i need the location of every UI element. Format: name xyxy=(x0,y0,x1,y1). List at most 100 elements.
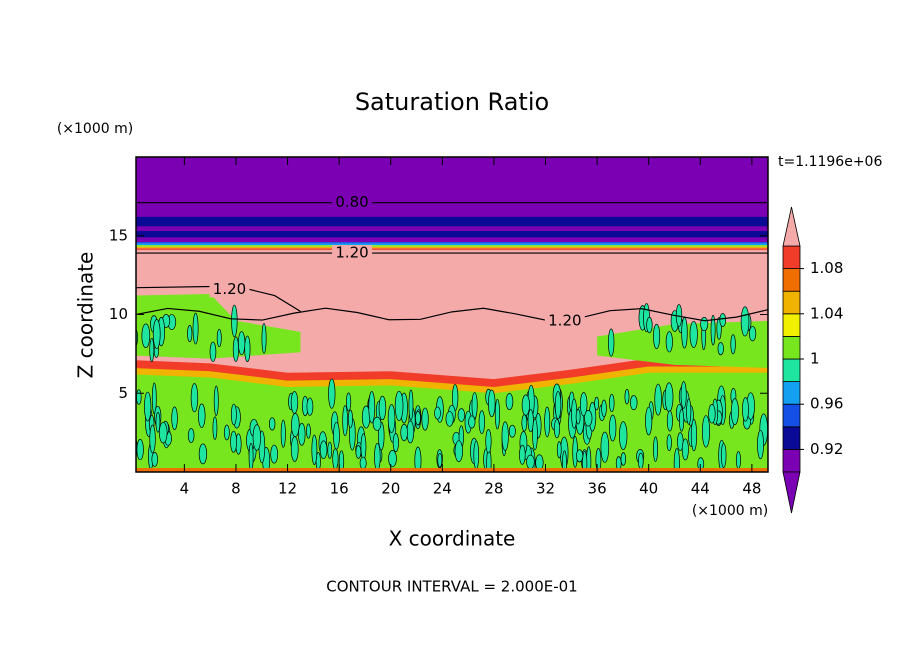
streak xyxy=(319,440,328,460)
streak xyxy=(701,415,711,448)
streak xyxy=(252,424,262,451)
contour-label: 1.20 xyxy=(548,311,581,329)
x-tick-label: 32 xyxy=(536,480,555,498)
streak xyxy=(155,412,161,433)
x-tick-label: 12 xyxy=(278,480,297,498)
contour-label: 0.80 xyxy=(335,193,368,211)
streak xyxy=(372,416,382,431)
streak xyxy=(594,396,599,411)
field-band xyxy=(136,231,768,238)
footer: CONTOUR INTERVAL = 2.000E-01 xyxy=(326,578,577,596)
colorbar-box xyxy=(782,335,801,360)
streak xyxy=(719,313,727,327)
streak xyxy=(485,429,492,454)
streak xyxy=(216,328,222,348)
streak xyxy=(710,314,716,346)
streak xyxy=(230,430,237,453)
streak xyxy=(388,450,397,468)
streak xyxy=(653,436,659,462)
streak xyxy=(415,410,421,426)
x-axis-label: X coordinate xyxy=(389,527,516,551)
streak xyxy=(664,382,674,413)
colorbar-box xyxy=(782,358,801,383)
field-band xyxy=(136,248,768,250)
streak xyxy=(720,443,727,468)
streak xyxy=(360,433,367,461)
streak xyxy=(280,419,286,448)
streak xyxy=(232,336,239,362)
streak xyxy=(261,323,267,354)
streak xyxy=(387,404,396,434)
streak xyxy=(666,434,672,452)
streak xyxy=(130,430,135,457)
colorbar-box xyxy=(782,290,801,315)
streak xyxy=(686,398,692,425)
streak xyxy=(681,438,689,461)
streak xyxy=(690,419,698,452)
streak xyxy=(238,331,246,356)
streak xyxy=(345,392,352,412)
field-band xyxy=(136,468,768,472)
streak xyxy=(328,378,336,409)
streak xyxy=(757,429,764,460)
streak xyxy=(730,334,736,355)
colorbar-box xyxy=(782,313,801,337)
streak xyxy=(342,405,348,437)
streak xyxy=(332,448,339,470)
contour-label: 1.20 xyxy=(335,244,368,262)
streak xyxy=(584,410,593,427)
x-tick-label: 20 xyxy=(381,480,400,498)
contour-label-bg xyxy=(332,194,373,211)
streak xyxy=(268,417,276,431)
x-unit: (×1000 m) xyxy=(692,503,768,519)
streak xyxy=(149,337,155,363)
streak xyxy=(544,406,551,438)
streak xyxy=(378,395,387,421)
field-band xyxy=(136,242,768,244)
streak xyxy=(392,433,399,453)
streak xyxy=(508,424,516,438)
streak xyxy=(673,447,680,472)
colorbar-box xyxy=(782,245,801,270)
streak xyxy=(717,342,724,356)
streak xyxy=(665,331,673,353)
streak xyxy=(171,406,178,431)
streak xyxy=(609,393,615,413)
streak xyxy=(359,456,367,470)
field-band xyxy=(136,157,768,243)
streak xyxy=(291,412,300,438)
streak xyxy=(394,390,404,422)
streak xyxy=(136,438,144,461)
streak xyxy=(609,414,617,442)
streak xyxy=(445,411,454,427)
streak xyxy=(406,420,415,444)
colorbar-box xyxy=(782,448,801,473)
streak xyxy=(355,445,362,459)
streak xyxy=(473,440,480,470)
streak xyxy=(151,452,159,467)
streak xyxy=(368,391,376,424)
colorbar-box xyxy=(782,426,801,450)
x-tick-label: 40 xyxy=(639,480,658,498)
streak xyxy=(600,431,610,463)
streak xyxy=(494,398,500,430)
field-band xyxy=(136,243,768,246)
streak xyxy=(421,407,429,431)
contour-label-bg xyxy=(544,312,585,329)
streak xyxy=(457,408,466,422)
streak xyxy=(327,441,333,459)
streak xyxy=(624,389,630,405)
streak xyxy=(708,404,716,424)
streak xyxy=(553,419,561,439)
field-band xyxy=(136,216,768,227)
streak xyxy=(730,398,739,426)
streak xyxy=(141,323,151,349)
x-tick-label: 16 xyxy=(330,480,349,498)
colorbar-tick-label: 1 xyxy=(810,350,820,368)
streak xyxy=(532,418,538,451)
streak xyxy=(579,392,588,417)
y-tick-label: 15 xyxy=(109,226,128,244)
streak xyxy=(653,323,661,350)
streak xyxy=(213,385,219,417)
